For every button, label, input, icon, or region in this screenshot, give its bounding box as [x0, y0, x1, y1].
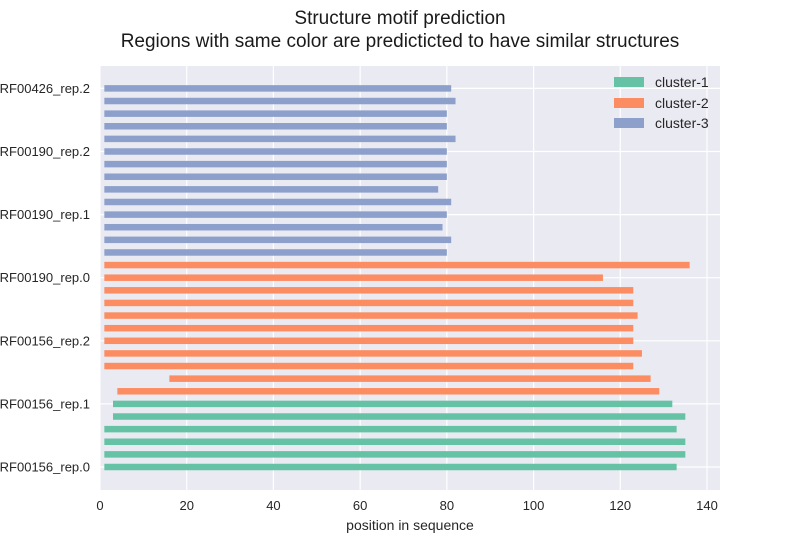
x-tick-label: 80	[440, 498, 454, 513]
legend-swatch-cluster-1	[614, 77, 644, 87]
x-tick-label: 60	[353, 498, 367, 513]
bar	[104, 123, 447, 130]
bar	[104, 362, 634, 370]
y-tick-label: RF00156_rep.1	[0, 396, 90, 411]
bar	[104, 287, 634, 294]
legend: cluster-1 cluster-2 cluster-3	[606, 72, 716, 134]
y-tick-label: RF00426_rep.2	[0, 81, 90, 96]
bar	[104, 337, 634, 345]
bar	[104, 324, 634, 332]
bar	[104, 85, 452, 92]
bar	[104, 350, 642, 357]
legend-swatch-cluster-3	[614, 118, 644, 129]
bar	[104, 211, 447, 218]
x-tick-labels: 0 20 40 60 80 100 120 140	[96, 498, 717, 513]
bar	[104, 186, 439, 193]
bar	[117, 388, 660, 395]
legend-item-cluster-3: cluster-3	[606, 113, 716, 134]
legend-label: cluster-3	[655, 115, 709, 132]
bar	[104, 261, 690, 269]
bar	[104, 312, 638, 319]
y-tick-label: RF00190_rep.0	[0, 270, 90, 285]
bar	[104, 160, 447, 168]
x-tick-label: 20	[179, 498, 193, 513]
x-tick-label: 100	[523, 498, 545, 513]
bars-group	[104, 85, 690, 471]
bar	[104, 274, 603, 281]
y-tick-label: RF00156_rep.2	[0, 333, 90, 348]
y-tick-labels: RF00156_rep.0 RF00156_rep.1 RF00156_rep.2 R…	[0, 81, 90, 475]
bar	[104, 299, 634, 307]
x-tick-label: 140	[696, 498, 718, 513]
bar	[104, 463, 677, 471]
bar	[104, 438, 686, 446]
bar	[104, 451, 686, 458]
y-tick-label: RF00156_rep.0	[0, 460, 90, 475]
x-tick-label: 40	[266, 498, 280, 513]
chart-subtitle: Regions with same color are predicticted…	[120, 31, 680, 52]
bar	[104, 110, 447, 117]
bar	[104, 223, 443, 231]
bar	[113, 400, 673, 408]
chart-title: Structure motif prediction	[294, 8, 506, 29]
legend-label: cluster-1	[655, 74, 709, 90]
bar	[169, 375, 651, 382]
bar	[104, 425, 677, 433]
bar	[104, 148, 447, 155]
bar	[104, 173, 447, 180]
bar	[104, 249, 447, 256]
y-tick-label: RF00190_rep.1	[0, 207, 90, 222]
x-tick-label: 120	[609, 498, 631, 513]
bar	[113, 413, 686, 420]
x-tick-label: 0	[96, 498, 103, 513]
bar	[104, 198, 452, 206]
y-tick-label: RF00190_rep.2	[0, 144, 90, 159]
x-axis-label: position in sequence	[346, 517, 474, 533]
bar	[104, 135, 456, 143]
legend-item-cluster-2: cluster-2	[606, 93, 716, 114]
bar	[104, 236, 452, 244]
bar	[104, 97, 456, 105]
legend-label: cluster-2	[655, 94, 709, 111]
legend-item-cluster-1: cluster-1	[606, 72, 716, 93]
legend-swatch-cluster-2	[614, 97, 644, 108]
